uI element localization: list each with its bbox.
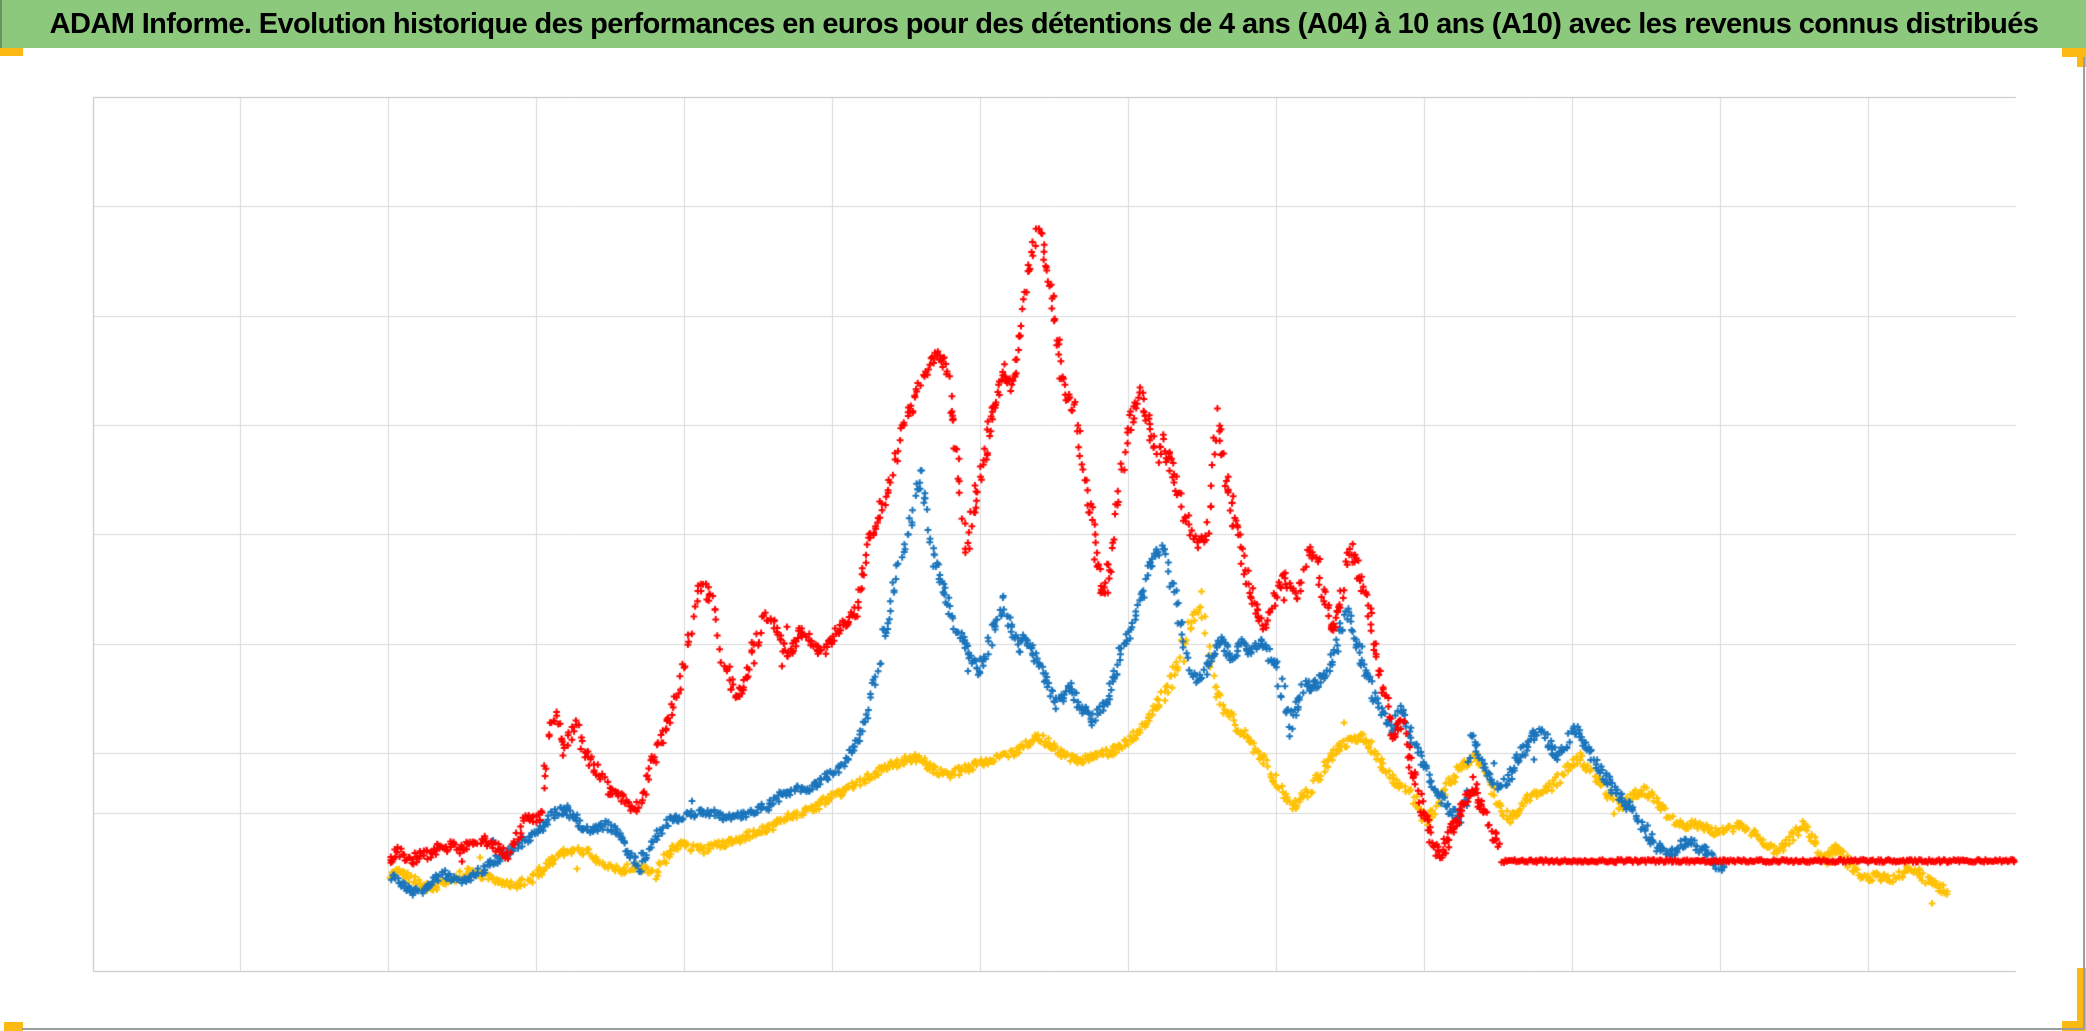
corner-accent-top-left <box>0 48 23 56</box>
title-bar: ADAM Informe. Evolution historique des p… <box>0 0 2086 48</box>
slide-frame-right <box>2083 57 2085 1029</box>
corner-accent-bottom-right <box>2062 1021 2086 1031</box>
slide-frame-bottom <box>22 1028 2084 1030</box>
corner-accent-bottom-right-vertical <box>2077 968 2086 1031</box>
corner-accent-top-right <box>2062 48 2086 57</box>
page-title: ADAM Informe. Evolution historique des p… <box>49 7 2039 40</box>
corner-accent-top-right-vertical <box>2077 48 2086 67</box>
corner-accent-bottom-left <box>4 1022 23 1031</box>
